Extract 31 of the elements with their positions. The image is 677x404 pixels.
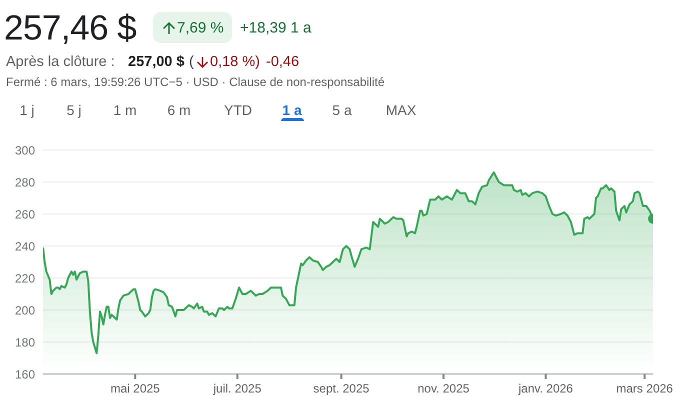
text: 257,00 $ xyxy=(128,54,184,70)
y-tick-label: 240 xyxy=(14,239,36,254)
y-tick-label: 200 xyxy=(14,303,36,318)
chart-title: 257,46 $ xyxy=(4,8,136,48)
text: 5 a xyxy=(332,102,352,118)
y-tick-label: 260 xyxy=(14,207,36,222)
text: 1 a xyxy=(282,102,302,118)
y-tick-label: 300 xyxy=(14,143,36,158)
x-tick-label: mars 2026 xyxy=(616,382,674,396)
text: +18,39 1 a xyxy=(240,20,312,36)
x-tick-label: janv. 2026 xyxy=(517,382,574,396)
y-tick-label: 220 xyxy=(14,271,36,286)
x-tick-label: mai 2025 xyxy=(110,382,160,396)
text: YTD xyxy=(224,102,252,118)
text: 6 m xyxy=(167,102,191,118)
x-tick-label: sept. 2025 xyxy=(313,382,370,396)
x-tick-label: juil. 2025 xyxy=(212,382,262,396)
text: MAX xyxy=(386,102,416,118)
text: 1 m xyxy=(113,102,137,118)
x-tick-label: nov. 2025 xyxy=(418,382,470,396)
text: ( xyxy=(189,54,194,70)
y-tick-label: 280 xyxy=(14,175,36,190)
y-tick-label: 180 xyxy=(14,335,36,350)
text: Fermé : 6 mars, 19:59:26 UTC−5 · USD · Clause de non-responsabilité xyxy=(6,75,384,89)
text: 1 j xyxy=(20,102,34,118)
text: Après la clôture : xyxy=(6,54,115,70)
y-tick-label: 160 xyxy=(14,367,36,382)
text: 7,69 % xyxy=(177,20,224,36)
text: -0,46 xyxy=(266,54,300,70)
text: 0,18 %) xyxy=(210,54,260,70)
text: 5 j xyxy=(66,102,82,118)
